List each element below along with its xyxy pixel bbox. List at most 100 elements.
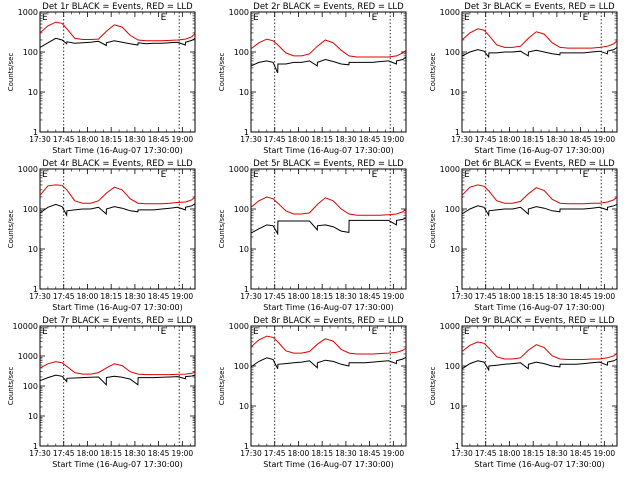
e-marker-label: E xyxy=(161,13,167,23)
panel-det-1: Det 1r BLACK = Events, RED = LLD 1 10 100 10… xyxy=(7,2,196,155)
y-tick-label: 10 xyxy=(450,88,460,97)
x-tick-label: 18:45 xyxy=(359,135,381,144)
x-tick-label: 18:00 xyxy=(499,135,521,144)
y-axis-label: Counts/sec xyxy=(7,210,15,249)
y-tick-label: 100 xyxy=(23,205,38,214)
x-tick-label: 18:30 xyxy=(335,449,357,458)
y-tick-label: 10000 xyxy=(13,322,38,331)
x-axis-label: Start Time (16-Aug-07 17:30:00) xyxy=(263,146,394,155)
y-tick-label: 100 xyxy=(234,362,249,371)
x-tick-label: 17:45 xyxy=(264,135,286,144)
y-tick-label: 10 xyxy=(450,245,460,254)
plot-frame xyxy=(39,168,196,290)
x-tick-label: 18:45 xyxy=(359,292,381,301)
series-events-line xyxy=(39,203,196,218)
y-tick-label: 10 xyxy=(239,88,249,97)
y-tick-label: 1 xyxy=(455,285,460,294)
panel-title: Det 1r BLACK = Events, RED = LLD xyxy=(42,2,193,12)
x-tick-label: 18:00 xyxy=(77,449,99,458)
series-lld-line xyxy=(39,184,196,205)
panel-det-7: Det 7r BLACK = Events, RED = LLD 1 10 100 10… xyxy=(7,316,196,469)
x-tick-label: 17:30 xyxy=(451,135,473,144)
panel-title: Det 3r BLACK = Events, RED = LLD xyxy=(464,2,615,12)
series-lld-line xyxy=(250,335,407,355)
e-marker-label: E xyxy=(372,13,378,23)
y-tick-label: 1000 xyxy=(440,322,460,331)
y-tick-label: 1000 xyxy=(229,8,249,17)
x-tick-label: 18:00 xyxy=(288,135,310,144)
x-tick-label: 18:00 xyxy=(77,135,99,144)
series-events-line xyxy=(461,203,618,217)
series-events-line xyxy=(39,37,196,48)
y-tick-label: 10 xyxy=(28,245,38,254)
y-tick-label: 1 xyxy=(455,442,460,451)
x-tick-label: 18:15 xyxy=(311,292,333,301)
plot-frame xyxy=(39,325,196,447)
x-tick-label: 18:15 xyxy=(100,292,122,301)
panel-title: Det 6r BLACK = Events, RED = LLD xyxy=(464,159,615,169)
y-tick-label: 10 xyxy=(239,402,249,411)
y-axis-label: Counts/sec xyxy=(429,210,437,249)
e-marker-label: E xyxy=(161,170,167,180)
x-tick-label: 18:15 xyxy=(522,135,544,144)
series-lld-line xyxy=(39,361,196,376)
x-tick-label: 19:00 xyxy=(594,292,616,301)
x-tick-label: 18:30 xyxy=(546,449,568,458)
x-tick-label: 19:00 xyxy=(172,135,194,144)
x-tick-label: 18:45 xyxy=(359,449,381,458)
series-lld-line xyxy=(250,196,407,216)
y-tick-label: 1 xyxy=(244,128,249,137)
x-tick-label: 18:30 xyxy=(335,292,357,301)
x-axis-label: Start Time (16-Aug-07 17:30:00) xyxy=(52,460,183,469)
x-axis-label: Start Time (16-Aug-07 17:30:00) xyxy=(263,460,394,469)
y-tick-label: 1000 xyxy=(440,165,460,174)
y-tick-label: 100 xyxy=(445,205,460,214)
x-axis-label: Start Time (16-Aug-07 17:30:00) xyxy=(52,303,183,312)
series-events-line xyxy=(461,46,618,59)
y-tick-label: 1 xyxy=(33,442,38,451)
x-tick-label: 19:00 xyxy=(383,449,405,458)
series-lld-line xyxy=(39,21,196,42)
x-tick-label: 17:30 xyxy=(451,449,473,458)
x-tick-label: 18:15 xyxy=(522,449,544,458)
x-tick-label: 18:30 xyxy=(546,135,568,144)
x-tick-label: 19:00 xyxy=(172,292,194,301)
y-tick-label: 1000 xyxy=(229,165,249,174)
y-tick-label: 10 xyxy=(239,245,249,254)
x-tick-label: 18:45 xyxy=(148,135,170,144)
x-tick-label: 17:30 xyxy=(29,135,51,144)
x-tick-label: 17:30 xyxy=(240,292,262,301)
series-events-line xyxy=(39,374,196,386)
y-tick-label: 1 xyxy=(33,128,38,137)
y-tick-label: 100 xyxy=(234,205,249,214)
x-tick-label: 17:30 xyxy=(240,135,262,144)
series-lld-line xyxy=(461,184,618,205)
panel-det-4: Det 4r BLACK = Events, RED = LLD 1 10 100 10… xyxy=(7,159,196,312)
y-tick-label: 1000 xyxy=(18,165,38,174)
x-tick-label: 18:15 xyxy=(100,135,122,144)
y-tick-label: 100 xyxy=(445,48,460,57)
x-tick-label: 19:00 xyxy=(383,135,405,144)
x-tick-label: 18:30 xyxy=(335,135,357,144)
x-tick-label: 18:45 xyxy=(148,449,170,458)
x-tick-label: 18:30 xyxy=(124,135,146,144)
plot-frame xyxy=(461,325,618,447)
y-tick-label: 1000 xyxy=(440,8,460,17)
series-events-line xyxy=(250,356,407,370)
x-tick-label: 18:30 xyxy=(124,449,146,458)
x-tick-label: 17:30 xyxy=(451,292,473,301)
series-lld-line xyxy=(250,38,407,58)
panel-det-6: Det 6r BLACK = Events, RED = LLD 1 10 100 10… xyxy=(429,159,618,312)
e-marker-label: E xyxy=(372,170,378,180)
y-tick-label: 1 xyxy=(244,285,249,294)
x-tick-label: 17:45 xyxy=(475,292,497,301)
plot-frame xyxy=(461,168,618,290)
y-axis-label: Counts/sec xyxy=(218,367,226,406)
y-axis-label: Counts/sec xyxy=(429,367,437,406)
x-axis-label: Start Time (16-Aug-07 17:30:00) xyxy=(474,146,605,155)
plot-frame xyxy=(250,325,407,447)
e-marker-label: E xyxy=(583,327,589,337)
y-tick-label: 1 xyxy=(33,285,38,294)
x-tick-label: 18:15 xyxy=(311,135,333,144)
